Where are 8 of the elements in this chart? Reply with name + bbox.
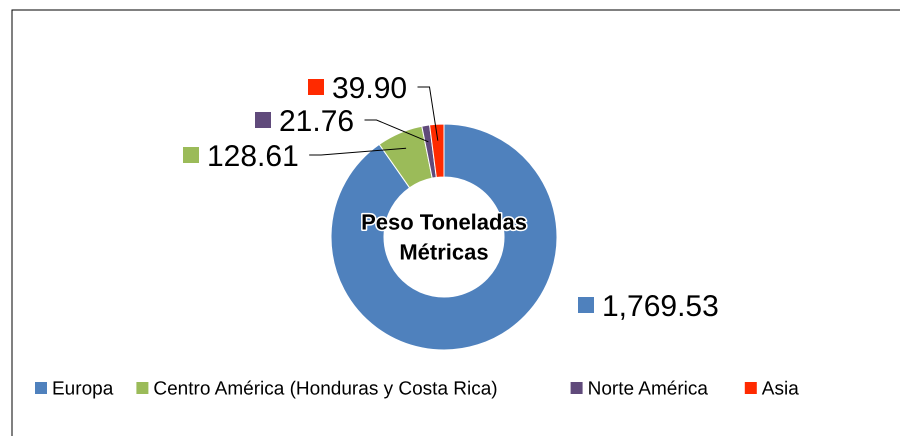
data-label: 128.61 — [207, 140, 299, 173]
legend-label: Centro América (Honduras y Costa Rica) — [153, 378, 498, 400]
legend-label: Europa — [52, 378, 114, 400]
legend-label: Asia — [762, 378, 800, 400]
legend-label: Norte América — [588, 378, 708, 400]
data-label: 21.76 — [279, 104, 354, 138]
data-label: 39.90 — [332, 72, 408, 105]
data-label: 1,769.53 — [602, 290, 719, 323]
